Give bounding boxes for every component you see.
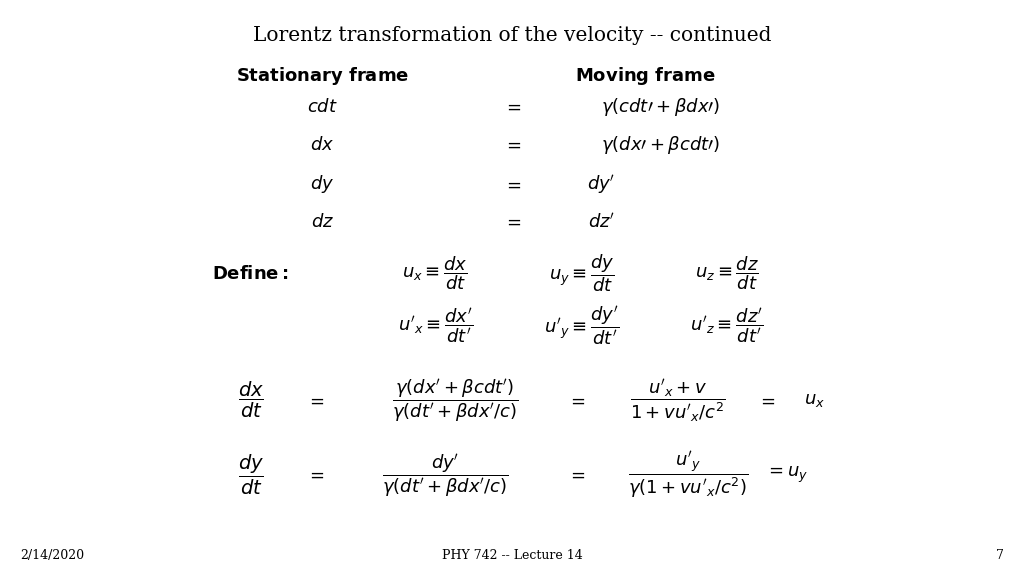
Text: $=$: $=$ <box>757 391 775 410</box>
Text: $=$: $=$ <box>503 175 521 194</box>
Text: $u'_{z}\equiv\dfrac{dz'}{dt'}$: $u'_{z}\equiv\dfrac{dz'}{dt'}$ <box>690 306 764 345</box>
Text: $u'_{y}\equiv\dfrac{dy'}{dt'}$: $u'_{y}\equiv\dfrac{dy'}{dt'}$ <box>544 304 620 347</box>
Text: $dz$: $dz$ <box>311 213 334 231</box>
Text: $=$: $=$ <box>567 391 586 410</box>
Text: $\dfrac{u'_{x}+v}{1+vu'_{x}/c^{2}}$: $\dfrac{u'_{x}+v}{1+vu'_{x}/c^{2}}$ <box>630 377 726 424</box>
Text: 7: 7 <box>995 548 1004 562</box>
Text: $\dfrac{dy'}{\gamma(dt'+\beta dx'/c)}$: $\dfrac{dy'}{\gamma(dt'+\beta dx'/c)}$ <box>382 452 509 498</box>
Text: Lorentz transformation of the velocity -- continued: Lorentz transformation of the velocity -… <box>253 26 771 45</box>
Text: $dy$: $dy$ <box>310 173 335 195</box>
Text: $\dfrac{u'_{y}}{\gamma(1+vu'_{x}/c^{2})}$: $\dfrac{u'_{y}}{\gamma(1+vu'_{x}/c^{2})}… <box>628 450 749 501</box>
Text: $dx$: $dx$ <box>310 136 335 154</box>
Text: $u'_{x}\equiv\dfrac{dx'}{dt'}$: $u'_{x}\equiv\dfrac{dx'}{dt'}$ <box>397 306 473 345</box>
Text: $\gamma(cdt\prime+\beta dx\prime)$: $\gamma(cdt\prime+\beta dx\prime)$ <box>601 96 720 118</box>
Text: $\dfrac{dy}{dt}$: $\dfrac{dy}{dt}$ <box>238 453 264 497</box>
Text: $=$: $=$ <box>306 466 325 484</box>
Text: $dz'$: $dz'$ <box>588 213 614 231</box>
Text: $\gamma(dx\prime+\beta cdt\prime)$: $\gamma(dx\prime+\beta cdt\prime)$ <box>601 134 720 156</box>
Text: $\mathbf{Moving\ frame}$: $\mathbf{Moving\ frame}$ <box>574 65 716 86</box>
Text: $dy'$: $dy'$ <box>587 173 615 196</box>
Text: $=$: $=$ <box>567 466 586 484</box>
Text: $=$: $=$ <box>503 136 521 154</box>
Text: $u_{x}$: $u_{x}$ <box>804 391 824 410</box>
Text: $u_{z}\equiv\dfrac{dz}{dt}$: $u_{z}\equiv\dfrac{dz}{dt}$ <box>695 255 759 293</box>
Text: PHY 742 -- Lecture 14: PHY 742 -- Lecture 14 <box>441 548 583 562</box>
Text: $\dfrac{dx}{dt}$: $\dfrac{dx}{dt}$ <box>238 380 264 420</box>
Text: 2/14/2020: 2/14/2020 <box>20 548 85 562</box>
Text: $=u_{y}$: $=u_{y}$ <box>765 465 808 486</box>
Text: $u_{x}\equiv\dfrac{dx}{dt}$: $u_{x}\equiv\dfrac{dx}{dt}$ <box>402 255 468 293</box>
Text: $\mathbf{Stationary\ frame}$: $\mathbf{Stationary\ frame}$ <box>236 65 410 86</box>
Text: $\dfrac{\gamma(dx'+\beta cdt')}{\gamma(dt'+\beta dx'/c)}$: $\dfrac{\gamma(dx'+\beta cdt')}{\gamma(d… <box>392 377 519 423</box>
Text: $cdt$: $cdt$ <box>307 97 338 116</box>
Text: $=$: $=$ <box>306 391 325 410</box>
Text: $\mathbf{Define:}$: $\mathbf{Define:}$ <box>212 264 290 283</box>
Text: $=$: $=$ <box>503 213 521 231</box>
Text: $u_{y}\equiv\dfrac{dy}{dt}$: $u_{y}\equiv\dfrac{dy}{dt}$ <box>549 253 614 294</box>
Text: $=$: $=$ <box>503 97 521 116</box>
